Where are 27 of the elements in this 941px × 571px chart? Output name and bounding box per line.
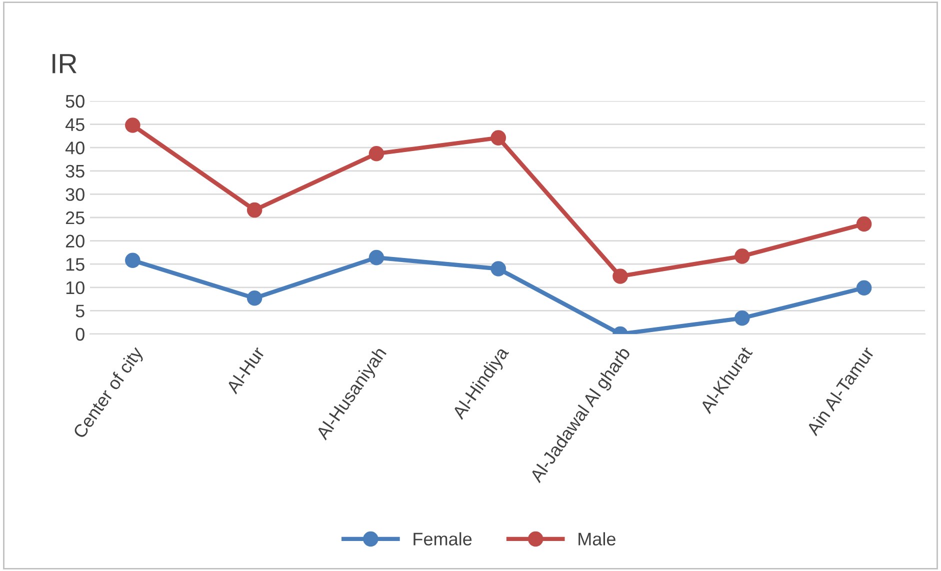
point — [246, 202, 262, 218]
y-tick-label: 20 — [66, 234, 84, 248]
legend-label: Male — [578, 532, 616, 546]
point — [125, 252, 140, 268]
legend-label: Female — [414, 532, 472, 546]
y-tick-label: 25 — [66, 211, 84, 224]
y-tick-label: 5 — [76, 304, 84, 318]
y-tick-label: 10 — [66, 281, 84, 294]
point — [856, 280, 872, 296]
point — [490, 130, 506, 146]
y-tick-label: 45 — [65, 118, 84, 132]
point — [734, 310, 750, 326]
point — [125, 118, 140, 133]
y-axis-title: IR — [52, 54, 76, 74]
y-tick-label: 35 — [66, 164, 84, 178]
y-tick-label: 15 — [66, 258, 84, 271]
point — [368, 146, 384, 162]
point — [612, 268, 628, 284]
y-tick-label: 30 — [66, 188, 84, 201]
y-tick-label: 40 — [65, 142, 84, 154]
point — [246, 290, 262, 306]
point — [368, 250, 384, 266]
point — [856, 216, 872, 232]
point — [734, 248, 750, 264]
point — [490, 261, 506, 276]
y-tick-label: 50 — [66, 94, 84, 108]
y-tick-label: 0 — [76, 328, 84, 341]
